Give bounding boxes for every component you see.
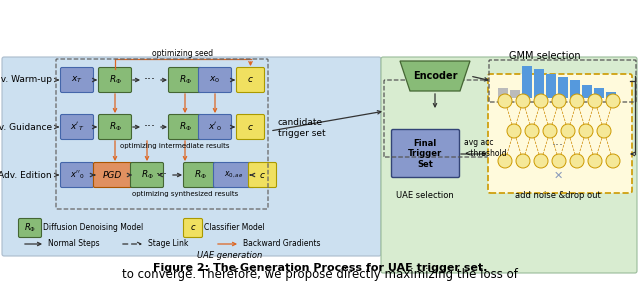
Text: Diffusion Denoising Model: Diffusion Denoising Model	[43, 223, 143, 233]
Circle shape	[579, 124, 593, 138]
FancyBboxPatch shape	[184, 219, 202, 237]
Text: optimizing synthesized results: optimizing synthesized results	[132, 191, 238, 197]
FancyBboxPatch shape	[93, 162, 131, 188]
Text: ···: ···	[144, 120, 156, 134]
FancyBboxPatch shape	[214, 162, 255, 188]
Text: candidate
trigger set: candidate trigger set	[278, 118, 326, 138]
Text: Figure 2: The Generation Process for UAE trigger set.: Figure 2: The Generation Process for UAE…	[153, 263, 487, 273]
Circle shape	[516, 154, 530, 168]
Circle shape	[561, 124, 575, 138]
Circle shape	[597, 124, 611, 138]
Circle shape	[552, 154, 566, 168]
FancyBboxPatch shape	[488, 74, 632, 193]
Text: UAE generation: UAE generation	[197, 251, 262, 261]
Text: $x'_T$: $x'_T$	[70, 121, 84, 133]
Bar	[498, 88, 508, 98]
Text: Classifier Model: Classifier Model	[204, 223, 265, 233]
Text: optimizing seed: optimizing seed	[152, 49, 213, 59]
FancyBboxPatch shape	[131, 162, 163, 188]
Text: $x'_0$: $x'_0$	[208, 121, 222, 133]
Text: $x_{0,ae}$: $x_{0,ae}$	[225, 170, 244, 180]
Text: $x_T$: $x_T$	[71, 75, 83, 85]
Text: $R_\Phi$: $R_\Phi$	[179, 74, 191, 86]
Text: PGD: PGD	[103, 170, 122, 180]
Text: ···: ···	[552, 140, 564, 152]
Circle shape	[507, 124, 521, 138]
Text: Stage Link: Stage Link	[148, 239, 188, 249]
Circle shape	[570, 154, 584, 168]
Text: avg acc
<threshold: avg acc <threshold	[464, 138, 507, 158]
Circle shape	[588, 154, 602, 168]
Text: Adv. Warm-up: Adv. Warm-up	[0, 76, 52, 84]
Text: UAE selection: UAE selection	[396, 192, 454, 200]
Circle shape	[588, 94, 602, 108]
Circle shape	[498, 94, 512, 108]
Circle shape	[570, 94, 584, 108]
Bar	[546, 74, 556, 98]
Text: add noise &drop out: add noise &drop out	[515, 192, 601, 200]
Circle shape	[552, 94, 566, 108]
Text: ✕: ✕	[554, 171, 563, 181]
FancyBboxPatch shape	[61, 162, 93, 188]
FancyBboxPatch shape	[61, 67, 93, 92]
Circle shape	[606, 154, 620, 168]
FancyBboxPatch shape	[99, 114, 131, 140]
FancyBboxPatch shape	[2, 57, 381, 256]
Text: Encoder: Encoder	[413, 71, 457, 81]
Text: $x''_0$: $x''_0$	[70, 169, 84, 181]
Bar	[582, 85, 592, 98]
Circle shape	[516, 94, 530, 108]
Circle shape	[543, 124, 557, 138]
FancyBboxPatch shape	[248, 162, 276, 188]
FancyBboxPatch shape	[99, 67, 131, 92]
Bar	[534, 69, 544, 98]
Text: Final
Trigger
Set: Final Trigger Set	[408, 139, 442, 169]
Text: Adv. Guidance: Adv. Guidance	[0, 122, 52, 132]
Text: $R_\Phi$: $R_\Phi$	[193, 169, 207, 181]
Text: ···: ···	[156, 168, 168, 182]
Text: $x_0$: $x_0$	[209, 75, 221, 85]
FancyBboxPatch shape	[198, 114, 232, 140]
FancyBboxPatch shape	[19, 219, 42, 237]
Bar	[558, 77, 568, 98]
Text: $c$: $c$	[189, 223, 196, 233]
Bar	[594, 88, 604, 98]
FancyBboxPatch shape	[237, 67, 264, 92]
Text: $R_\Phi$: $R_\Phi$	[141, 169, 154, 181]
Text: $c$: $c$	[259, 170, 266, 180]
Text: $c$: $c$	[247, 122, 254, 132]
FancyBboxPatch shape	[198, 67, 232, 92]
Bar	[510, 90, 520, 98]
Text: GMM selection: GMM selection	[509, 51, 581, 61]
Polygon shape	[400, 61, 470, 91]
Bar	[570, 80, 580, 98]
FancyBboxPatch shape	[61, 114, 93, 140]
Text: optimizing intermediate results: optimizing intermediate results	[120, 143, 230, 149]
Circle shape	[498, 154, 512, 168]
Text: ···: ···	[144, 74, 156, 86]
Circle shape	[534, 154, 548, 168]
FancyBboxPatch shape	[381, 57, 637, 273]
Circle shape	[525, 124, 539, 138]
Text: Backward Gradients: Backward Gradients	[243, 239, 321, 249]
Text: $c$: $c$	[247, 76, 254, 84]
Bar	[606, 92, 616, 98]
FancyBboxPatch shape	[184, 162, 216, 188]
Circle shape	[534, 94, 548, 108]
FancyBboxPatch shape	[168, 67, 202, 92]
FancyBboxPatch shape	[392, 130, 460, 178]
FancyBboxPatch shape	[237, 114, 264, 140]
Text: $R_\Phi$: $R_\Phi$	[109, 121, 122, 133]
Text: $R_\Phi$: $R_\Phi$	[179, 121, 191, 133]
Text: Adv. Edition: Adv. Edition	[0, 170, 52, 180]
Text: $R_\Phi$: $R_\Phi$	[109, 74, 122, 86]
Bar	[522, 66, 532, 98]
Circle shape	[606, 94, 620, 108]
Text: to converge. Therefore, we propose directly maximizing the loss of: to converge. Therefore, we propose direc…	[122, 268, 518, 281]
Text: Normal Steps: Normal Steps	[48, 239, 100, 249]
FancyBboxPatch shape	[168, 114, 202, 140]
Text: $R_\Phi$: $R_\Phi$	[24, 222, 36, 234]
